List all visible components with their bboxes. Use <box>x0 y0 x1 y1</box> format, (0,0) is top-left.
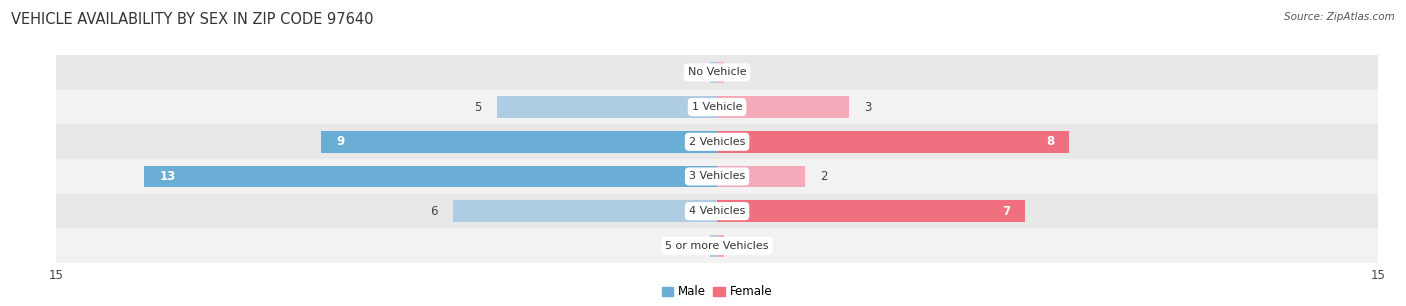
Bar <box>145 166 717 187</box>
Text: 5 or more Vehicles: 5 or more Vehicles <box>665 241 769 251</box>
Bar <box>717 235 724 256</box>
Bar <box>717 200 1025 222</box>
Bar <box>496 96 717 118</box>
Bar <box>56 229 1378 263</box>
Text: 0: 0 <box>695 66 702 79</box>
Text: 3: 3 <box>865 101 872 114</box>
Bar <box>717 96 849 118</box>
Text: 0: 0 <box>733 239 740 252</box>
Text: 4 Vehicles: 4 Vehicles <box>689 206 745 216</box>
Bar <box>717 131 1070 152</box>
Bar <box>56 90 1378 125</box>
Bar <box>56 125 1378 159</box>
Text: 8: 8 <box>1046 135 1054 148</box>
Text: 0: 0 <box>733 66 740 79</box>
Bar <box>321 131 717 152</box>
Text: Source: ZipAtlas.com: Source: ZipAtlas.com <box>1284 12 1395 22</box>
Text: 6: 6 <box>430 205 437 218</box>
Bar <box>710 62 717 83</box>
Text: 7: 7 <box>1002 205 1010 218</box>
Bar <box>56 194 1378 229</box>
Text: VEHICLE AVAILABILITY BY SEX IN ZIP CODE 97640: VEHICLE AVAILABILITY BY SEX IN ZIP CODE … <box>11 12 374 27</box>
Bar <box>717 166 806 187</box>
Text: 2: 2 <box>821 170 828 183</box>
Text: 1 Vehicle: 1 Vehicle <box>692 102 742 112</box>
Text: 13: 13 <box>160 170 176 183</box>
Legend: Male, Female: Male, Female <box>657 281 778 303</box>
Bar <box>56 159 1378 194</box>
Bar <box>717 62 724 83</box>
Text: 2 Vehicles: 2 Vehicles <box>689 137 745 147</box>
Text: 3 Vehicles: 3 Vehicles <box>689 171 745 181</box>
Text: 9: 9 <box>336 135 344 148</box>
Bar <box>710 235 717 256</box>
Text: No Vehicle: No Vehicle <box>688 67 747 77</box>
Text: 5: 5 <box>474 101 481 114</box>
Bar <box>453 200 717 222</box>
Text: 0: 0 <box>695 239 702 252</box>
Bar <box>56 55 1378 90</box>
